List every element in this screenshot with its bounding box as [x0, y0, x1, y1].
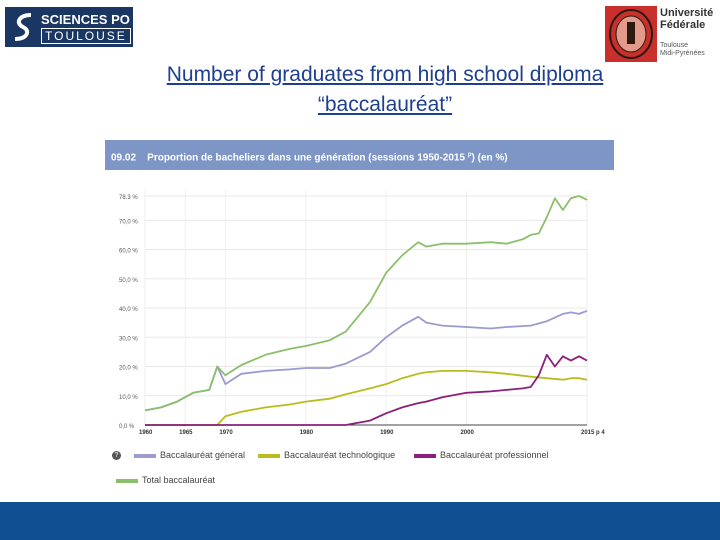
- help-icon[interactable]: ?: [112, 451, 121, 460]
- legend-label-total: Total baccalauréat: [142, 475, 216, 485]
- y-tick-label: 60,0 %: [119, 249, 138, 255]
- legend-swatch-general: [134, 453, 156, 458]
- x-tick-label: 1960: [139, 430, 153, 436]
- logo-left-line1: SCIENCES PO: [41, 12, 130, 27]
- legend-item-technologique: Baccalauréat technologique: [258, 450, 395, 460]
- legend-label-general: Baccalauréat général: [160, 450, 246, 460]
- legend-swatch-technologique: [258, 453, 280, 458]
- legend-item-general: Baccalauréat général: [134, 450, 245, 460]
- y-tick-label: 50,0 %: [119, 278, 138, 284]
- slide-title-line2: “baccalauréat”: [317, 93, 453, 116]
- footer-bar: [0, 502, 720, 540]
- sciences-po-emblem-icon: [14, 13, 32, 41]
- logo-right-line1: Université: [660, 7, 714, 19]
- y-tick-label: 40,0 %: [119, 307, 138, 313]
- x-tick-label: 1970: [219, 430, 233, 436]
- x-tick-label: 1965: [179, 430, 193, 436]
- university-seal-icon: [605, 6, 657, 62]
- chart-legend: ? Baccalauréat général Baccalauréat tech…: [112, 450, 632, 495]
- series-line: [145, 353, 588, 426]
- legend-swatch-professionnel: [414, 453, 436, 458]
- x-tick-label: 1980: [300, 430, 314, 436]
- series-line: [145, 369, 588, 426]
- legend-item-total: Total baccalauréat: [116, 475, 215, 485]
- y-tick-label: 20,0 %: [119, 366, 138, 372]
- logo-right-line4: Midi-Pyrénées: [660, 50, 705, 57]
- series-line: [144, 195, 588, 412]
- y-tick-label: 0,0 %: [119, 424, 135, 430]
- legend-item-professionnel: Baccalauréat professionnel: [414, 450, 549, 460]
- y-tick-label: 30,0 %: [119, 336, 138, 342]
- chart-title-suffix: ) (en %): [471, 152, 508, 164]
- line-chart: 0,0 % 10,0 % 20,0 % 30,0 % 40,0 % 50,0 % 60,0 …: [119, 191, 605, 436]
- chart-title-bar: 09.02 Proportion de bacheliers dans une …: [105, 140, 614, 170]
- universite-federale-logo: Université Fédérale Toulouse Midi-Pyréné…: [605, 4, 715, 64]
- slide-title: Number of graduates from high school dip…: [90, 60, 680, 120]
- y-tick-label: 70,0 %: [119, 219, 138, 225]
- chart-title: Proportion de bacheliers dans une généra…: [147, 152, 466, 164]
- sciences-po-logo: SCIENCES PO TOULOUSE: [5, 7, 133, 47]
- y-tick-label: 78.3 %: [119, 195, 138, 201]
- logo-right-line2: Fédérale: [660, 19, 706, 31]
- logo-right-line3: Toulouse: [660, 42, 689, 49]
- legend-swatch-total: [116, 478, 138, 483]
- chart-code: 09.02: [111, 152, 137, 164]
- y-tick-label: 10,0 %: [119, 395, 138, 401]
- logo-right-text-sub: Toulouse Midi-Pyrénées: [660, 42, 705, 58]
- logo-right-text-main: Université Fédérale: [660, 7, 713, 31]
- x-tick-label: 1990: [380, 430, 394, 436]
- legend-label-technologique: Baccalauréat technologique: [284, 450, 396, 460]
- logo-left-line2: TOULOUSE: [41, 28, 131, 44]
- x-tick-label: 2015 p 4: [581, 430, 605, 436]
- x-tick-label: 2000: [460, 430, 474, 436]
- chart-title-sup: p: [467, 152, 472, 158]
- slide-title-line1: Number of graduates from high school dip…: [166, 63, 604, 86]
- legend-label-professionnel: Baccalauréat professionnel: [440, 450, 549, 460]
